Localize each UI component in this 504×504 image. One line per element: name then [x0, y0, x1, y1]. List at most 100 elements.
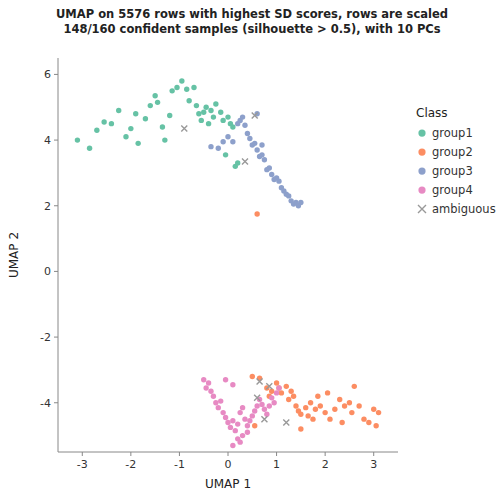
- point: [361, 416, 366, 421]
- point: [94, 128, 99, 133]
- point: [201, 109, 206, 114]
- point: [230, 382, 235, 387]
- point: [135, 141, 140, 146]
- point: [75, 137, 80, 142]
- point: [308, 400, 313, 405]
- point: [305, 413, 310, 418]
- point: [87, 146, 92, 151]
- point: [230, 418, 235, 423]
- point: [286, 193, 291, 198]
- point: [216, 405, 221, 410]
- point: [203, 105, 208, 110]
- y-tick-label: -4: [40, 397, 51, 410]
- point: [206, 380, 211, 385]
- point: [220, 410, 225, 415]
- point: [276, 385, 281, 390]
- y-tick: [54, 402, 58, 403]
- point: [339, 420, 344, 425]
- point: [109, 121, 114, 126]
- point: [216, 146, 221, 151]
- legend-marker: [418, 205, 426, 213]
- x-tick-label: 0: [225, 458, 232, 471]
- legend-marker: [418, 168, 425, 175]
- point: [373, 423, 378, 428]
- point: [298, 412, 303, 417]
- point: [276, 178, 281, 183]
- point: [366, 420, 371, 425]
- point: [208, 144, 213, 149]
- legend-label: group3: [432, 164, 473, 178]
- point: [167, 113, 172, 118]
- point: [143, 116, 148, 121]
- title: UMAP on 5576 rows with highest SD scores…: [56, 7, 448, 36]
- point: [347, 400, 352, 405]
- legend-label: group2: [432, 145, 473, 159]
- point: [262, 157, 267, 162]
- point: [245, 131, 250, 136]
- y-tick: [54, 205, 58, 206]
- point: [293, 403, 298, 408]
- point: [327, 416, 332, 421]
- point: [211, 114, 216, 119]
- legend-marker: [418, 187, 425, 194]
- point: [240, 433, 245, 438]
- y-tick-label: 2: [44, 200, 51, 213]
- point: [181, 126, 187, 132]
- point: [252, 112, 258, 118]
- point: [194, 103, 199, 108]
- point: [376, 410, 381, 415]
- point: [286, 397, 291, 402]
- legend-label: ambiguous: [432, 202, 496, 216]
- point: [213, 101, 218, 106]
- point: [155, 100, 160, 105]
- point: [211, 393, 216, 398]
- point: [184, 86, 189, 91]
- point: [261, 416, 267, 422]
- point: [225, 134, 230, 139]
- point: [240, 114, 245, 119]
- point: [318, 403, 323, 408]
- marks: [75, 78, 382, 448]
- point: [220, 139, 225, 144]
- x-tick-label: 2: [322, 458, 329, 471]
- point: [123, 134, 128, 139]
- point: [225, 420, 230, 425]
- point: [186, 98, 191, 103]
- point: [223, 415, 228, 420]
- y-axis-label: UMAP 2: [7, 232, 21, 278]
- title-line: UMAP on 5576 rows with highest SD scores…: [56, 7, 448, 21]
- point: [250, 374, 255, 379]
- point: [254, 147, 259, 152]
- x-axis-label: UMAP 1: [205, 477, 251, 491]
- point: [208, 389, 213, 394]
- point: [162, 137, 167, 142]
- legend-label: group1: [432, 126, 473, 140]
- series-group3: [208, 111, 303, 208]
- point: [237, 439, 242, 444]
- point: [242, 123, 247, 128]
- point: [213, 400, 218, 405]
- point: [269, 395, 274, 400]
- point: [179, 78, 184, 83]
- y-tick: [54, 271, 58, 272]
- series-group4: [201, 377, 282, 448]
- point: [342, 403, 347, 408]
- point: [298, 426, 303, 431]
- point: [233, 428, 238, 433]
- x-tick: [325, 452, 326, 456]
- point: [160, 124, 165, 129]
- point: [247, 136, 252, 141]
- point: [191, 85, 196, 90]
- y-tick-label: -2: [40, 331, 51, 344]
- x-tick: [130, 452, 131, 456]
- point: [225, 114, 230, 119]
- point: [196, 111, 201, 116]
- y-tick: [54, 140, 58, 141]
- point: [274, 380, 279, 385]
- point: [245, 423, 250, 428]
- point: [201, 377, 206, 382]
- point: [259, 402, 264, 407]
- point: [245, 430, 250, 435]
- series-ambiguous: [181, 112, 289, 425]
- y-tick: [54, 337, 58, 338]
